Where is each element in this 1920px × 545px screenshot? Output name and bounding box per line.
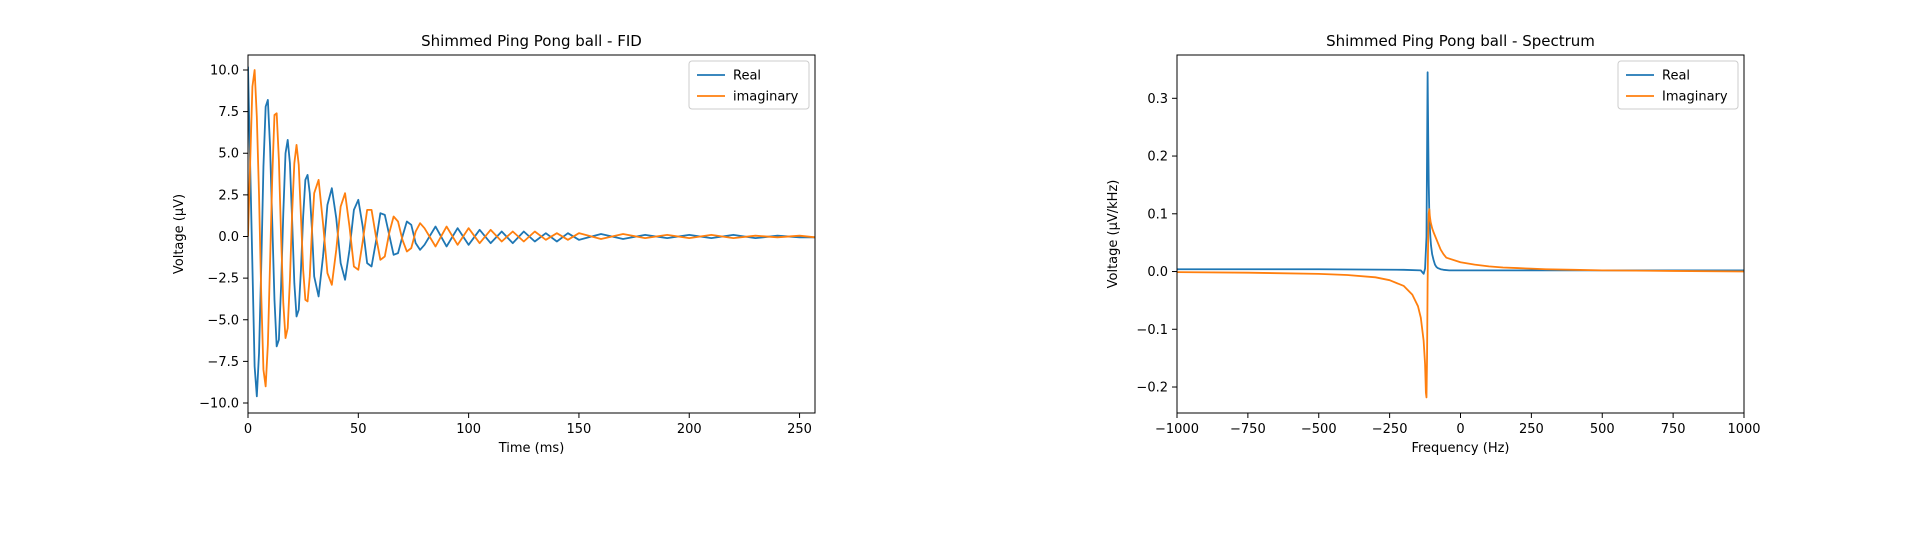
x-tick-label: 0: [244, 422, 252, 437]
legend-entry-real: Real: [1662, 69, 1690, 84]
x-tick-label: −750: [1230, 422, 1266, 437]
series-line-real: [1177, 71, 1744, 275]
x-tick-label: 200: [677, 422, 702, 437]
x-tick-label: 100: [456, 422, 481, 437]
y-tick-label: 0.0: [218, 230, 239, 245]
y-tick-label: −7.5: [207, 355, 239, 370]
x-tick-label: 750: [1661, 422, 1686, 437]
y-tick-label: 10.0: [210, 63, 239, 78]
x-tick-label: −500: [1301, 422, 1337, 437]
chart-title: Shimmed Ping Pong ball - Spectrum: [1326, 32, 1595, 50]
legend-box: [1617, 60, 1739, 110]
x-tick-label: −250: [1372, 422, 1408, 437]
chart-title: Shimmed Ping Pong ball - FID: [421, 32, 642, 50]
chart-2: −1000 −750 −500 −250 0 250 500 750 1000 −0.2 −0.1 0…: [1106, 32, 1761, 456]
series-line-imaginary: [248, 69, 815, 388]
x-tick-label: 500: [1590, 422, 1615, 437]
plot-frame: [247, 54, 816, 414]
legend-entry-real: Real: [733, 69, 761, 84]
x-axis-label: Frequency (Hz): [1411, 441, 1509, 456]
y-tick-label: 0.3: [1147, 92, 1168, 107]
y-tick-label: −10.0: [199, 397, 239, 412]
legend: Real Imaginary: [1617, 60, 1739, 110]
legend-entry-imaginary: Imaginary: [1662, 90, 1728, 105]
y-tick-label: −0.2: [1136, 381, 1168, 396]
y-tick-label: 0.0: [1147, 265, 1168, 280]
y-axis-label: Voltage (μV/kHz): [1106, 180, 1121, 289]
series-line-imaginary: [1177, 208, 1744, 399]
legend-entry-imaginary: imaginary: [733, 90, 799, 105]
y-tick-label: 2.5: [218, 188, 239, 203]
x-tick-label: 50: [350, 422, 367, 437]
y-tick-label: 7.5: [218, 105, 239, 120]
y-tick-label: 0.2: [1147, 150, 1168, 165]
y-tick-label: 5.0: [218, 147, 239, 162]
legend: Real imaginary: [688, 60, 810, 110]
x-tick-label: 250: [1519, 422, 1544, 437]
series-line-real: [248, 66, 815, 398]
y-tick-label: −0.1: [1136, 323, 1168, 338]
x-tick-label: 1000: [1727, 422, 1760, 437]
y-tick-label: −2.5: [207, 272, 239, 287]
x-tick-label: −1000: [1155, 422, 1199, 437]
x-tick-label: 0: [1456, 422, 1464, 437]
y-tick-label: 0.1: [1147, 207, 1168, 222]
x-tick-label: 150: [567, 422, 592, 437]
x-axis-label: Time (ms): [498, 441, 565, 456]
legend-box: [688, 60, 810, 110]
x-tick-label: 250: [787, 422, 812, 437]
y-axis-label: Voltage (μV): [172, 194, 187, 274]
y-tick-label: −5.0: [207, 313, 239, 328]
chart-1: 0 50 100 150 200 250 −10.0 −7.5 −5.0 −2.5 0.0 2.5 5.…: [172, 32, 816, 456]
